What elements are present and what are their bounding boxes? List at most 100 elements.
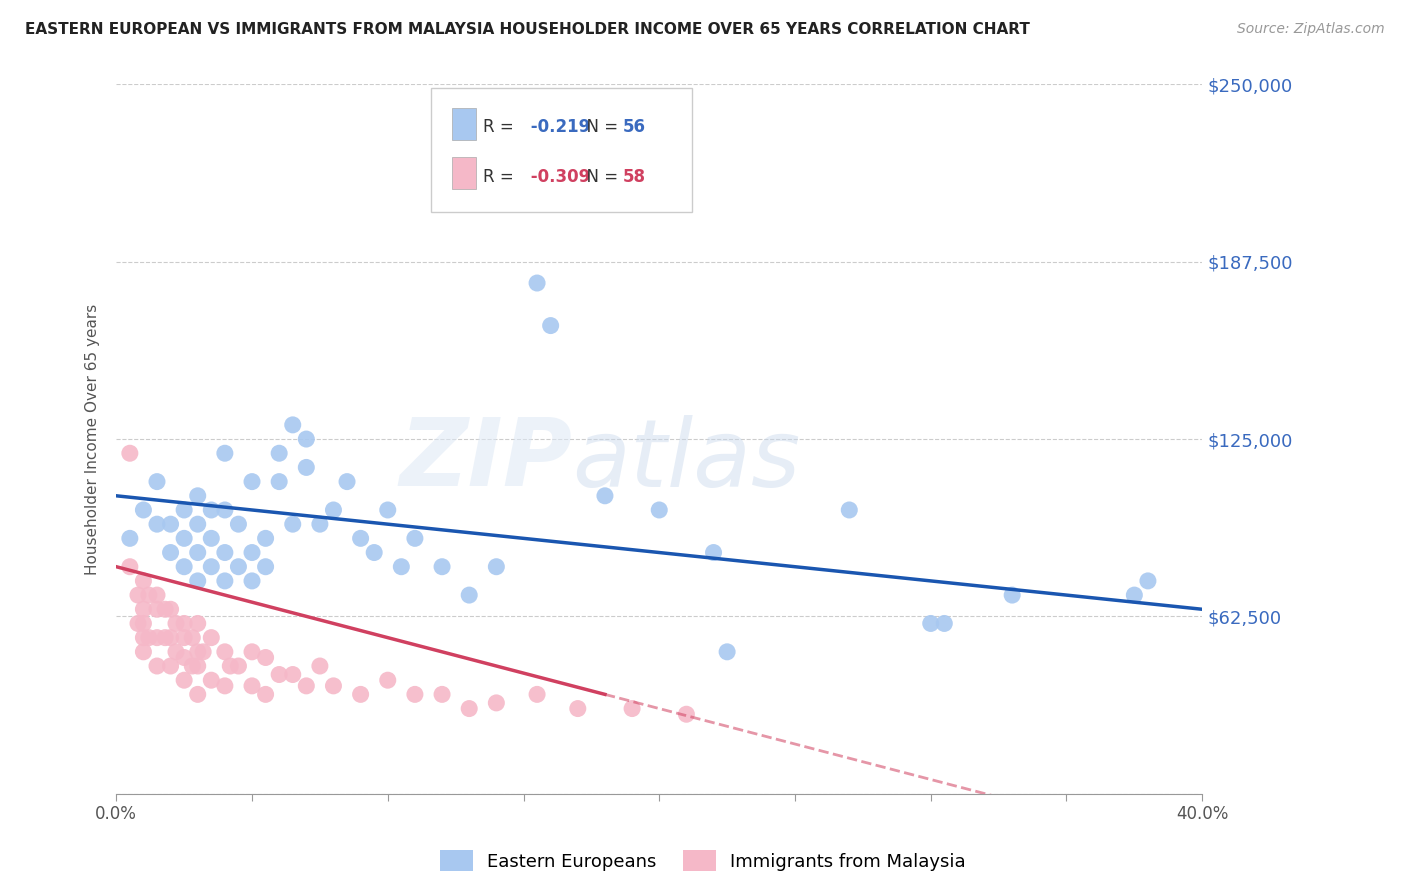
Point [219, 659, 242, 673]
Point [146, 517, 169, 532]
Point [228, 517, 250, 532]
Point [153, 602, 176, 616]
Point [132, 503, 155, 517]
Point [648, 503, 671, 517]
Point [187, 545, 209, 559]
Point [132, 631, 155, 645]
Point [295, 679, 318, 693]
Point [269, 446, 291, 460]
Point [173, 673, 195, 688]
Point [146, 588, 169, 602]
Point [159, 602, 181, 616]
Point [132, 616, 155, 631]
Point [254, 687, 277, 701]
Point [349, 532, 371, 546]
Point [363, 545, 385, 559]
Point [485, 559, 508, 574]
Text: EASTERN EUROPEAN VS IMMIGRANTS FROM MALAYSIA HOUSEHOLDER INCOME OVER 65 YEARS CO: EASTERN EUROPEAN VS IMMIGRANTS FROM MALA… [25, 22, 1031, 37]
Text: 56: 56 [623, 118, 645, 136]
Point [240, 574, 263, 588]
Text: -0.309: -0.309 [524, 168, 591, 186]
Point [200, 631, 222, 645]
Point [200, 532, 222, 546]
Point [173, 616, 195, 631]
Text: -0.219: -0.219 [524, 118, 591, 136]
Point [295, 432, 318, 446]
Text: R =: R = [484, 168, 519, 186]
FancyBboxPatch shape [432, 88, 692, 212]
Point [165, 645, 187, 659]
Point [389, 559, 412, 574]
Point [281, 417, 304, 432]
Text: N =: N = [575, 118, 623, 136]
Point [159, 517, 181, 532]
Point [187, 517, 209, 532]
Point [309, 517, 332, 532]
Point [173, 503, 195, 517]
Point [214, 645, 236, 659]
Point [377, 503, 399, 517]
Point [269, 667, 291, 681]
Point [281, 667, 304, 681]
Point [146, 602, 169, 616]
Point [214, 574, 236, 588]
Point [920, 616, 942, 631]
Point [240, 645, 263, 659]
Point [934, 616, 956, 631]
Point [228, 659, 250, 673]
Text: 58: 58 [623, 168, 645, 186]
Point [322, 503, 344, 517]
Point [295, 460, 318, 475]
Point [173, 532, 195, 546]
Point [322, 679, 344, 693]
Point [526, 276, 548, 290]
Point [181, 631, 204, 645]
Point [1001, 588, 1024, 602]
Point [214, 545, 236, 559]
Point [187, 659, 209, 673]
Point [159, 659, 181, 673]
Point [240, 679, 263, 693]
Text: N =: N = [575, 168, 623, 186]
Point [540, 318, 562, 333]
Point [132, 574, 155, 588]
Point [702, 545, 724, 559]
Point [269, 475, 291, 489]
Point [377, 673, 399, 688]
Text: Source: ZipAtlas.com: Source: ZipAtlas.com [1237, 22, 1385, 37]
Point [146, 631, 169, 645]
Point [675, 707, 697, 722]
Point [526, 687, 548, 701]
Point [153, 631, 176, 645]
Point [621, 701, 644, 715]
Point [146, 659, 169, 673]
Point [181, 659, 204, 673]
Point [838, 503, 860, 517]
Point [173, 631, 195, 645]
Point [593, 489, 616, 503]
Point [1136, 574, 1159, 588]
Point [127, 616, 149, 631]
Text: atlas: atlas [572, 415, 800, 506]
Point [309, 659, 332, 673]
Point [254, 559, 277, 574]
Point [118, 446, 141, 460]
Point [187, 489, 209, 503]
Point [1123, 588, 1146, 602]
Point [159, 545, 181, 559]
Point [240, 545, 263, 559]
Y-axis label: Householder Income Over 65 years: Householder Income Over 65 years [86, 303, 100, 574]
Point [336, 475, 359, 489]
Point [118, 532, 141, 546]
Point [138, 631, 160, 645]
Point [214, 503, 236, 517]
Point [187, 616, 209, 631]
Point [567, 701, 589, 715]
Point [240, 475, 263, 489]
Point [127, 588, 149, 602]
Point [430, 687, 453, 701]
Point [485, 696, 508, 710]
Point [716, 645, 738, 659]
Point [132, 602, 155, 616]
Point [214, 679, 236, 693]
